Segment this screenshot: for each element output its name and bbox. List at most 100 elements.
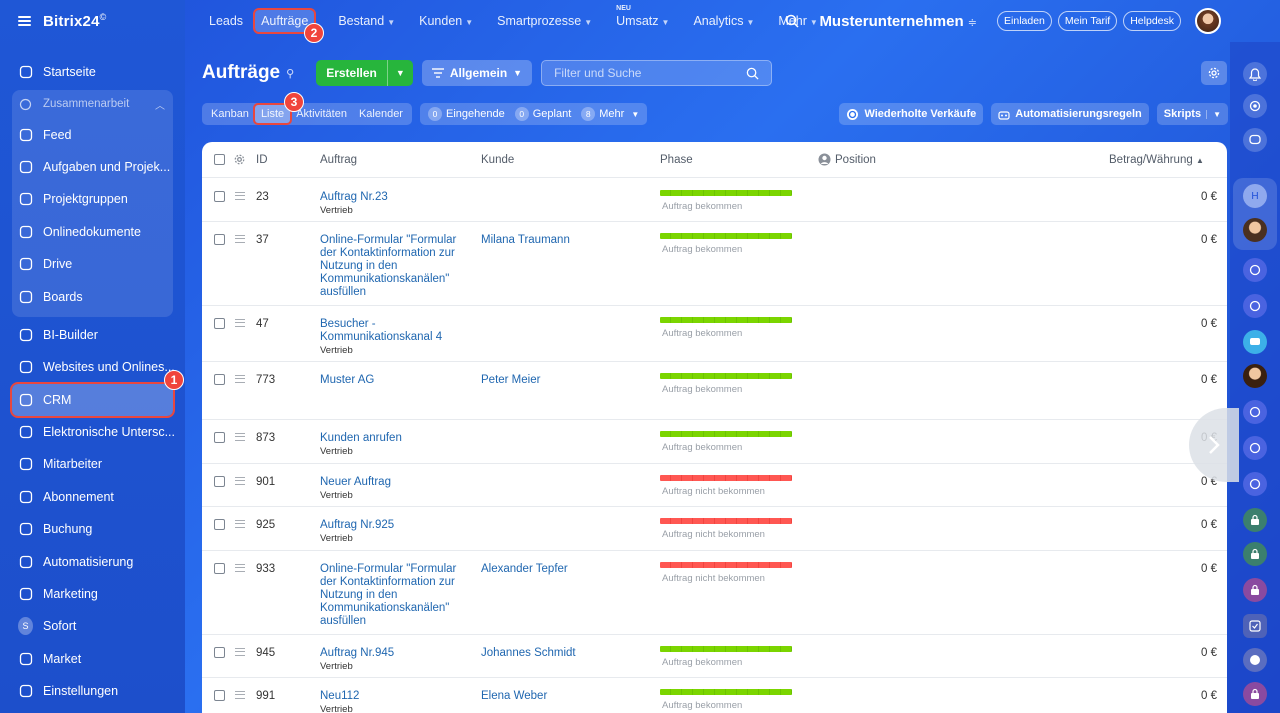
scripts-button[interactable]: Skripts ▼: [1156, 103, 1228, 125]
drag-handle-icon[interactable]: [235, 564, 245, 572]
create-button[interactable]: Erstellen ▼: [316, 60, 413, 86]
deal-link[interactable]: Online-Formular "Formular der Kontaktinfo…: [320, 234, 456, 299]
top-nav-smartprozesse[interactable]: Smartprozesse ▼: [497, 14, 592, 28]
phase-cell[interactable]: Auftrag nicht bekommen: [660, 518, 792, 540]
sidebar-item-abonnement[interactable]: Abonnement: [0, 481, 185, 513]
search-icon[interactable]: [785, 14, 799, 28]
phase-progress-bar[interactable]: [660, 233, 792, 239]
sidebar-item-aufgaben-und-projek[interactable]: Aufgaben und Projek...: [12, 151, 173, 183]
row-checkbox[interactable]: [214, 191, 225, 202]
contact-avatar[interactable]: [1243, 364, 1267, 388]
top-nav-mehr[interactable]: Mehr ▼: [778, 14, 817, 28]
message-icon[interactable]: [1243, 330, 1267, 354]
deal-link[interactable]: Neuer Auftrag: [320, 476, 391, 489]
drag-handle-icon[interactable]: [235, 375, 245, 383]
lock-icon[interactable]: [1243, 508, 1267, 532]
row-checkbox[interactable]: [214, 374, 225, 385]
phase-cell[interactable]: Auftrag nicht bekommen: [660, 475, 792, 497]
phase-cell[interactable]: Auftrag bekommen: [660, 317, 792, 339]
sidebar-item-drive[interactable]: Drive: [12, 248, 173, 280]
drag-handle-icon[interactable]: [235, 691, 245, 699]
row-checkbox[interactable]: [214, 690, 225, 701]
drag-handle-icon[interactable]: [235, 235, 245, 243]
phase-progress-bar[interactable]: [660, 518, 792, 524]
column-phase[interactable]: Phase: [660, 153, 693, 166]
drag-handle-icon[interactable]: [235, 477, 245, 485]
client-link[interactable]: Alexander Tepfer: [481, 563, 568, 575]
top-nav-aufträge[interactable]: Aufträge: [253, 8, 317, 34]
phase-progress-bar[interactable]: [660, 646, 792, 652]
row-checkbox[interactable]: [214, 432, 225, 443]
openline-icon[interactable]: [1243, 436, 1267, 460]
column-client[interactable]: Kunde: [481, 153, 515, 166]
table-row[interactable]: 47 Besucher - Kommunikationskanal 4 Vertrie…: [202, 306, 1227, 362]
sidebar-item-onlinedokumente[interactable]: Onlinedokumente: [12, 216, 173, 248]
openline-icon[interactable]: [1243, 400, 1267, 424]
tab-kalender[interactable]: Kalender: [358, 108, 403, 120]
sidebar-item-elektronische-untersc[interactable]: Elektronische Untersc...: [0, 416, 185, 448]
deal-link[interactable]: Muster AG: [320, 374, 374, 387]
top-nav-bestand[interactable]: Bestand ▼: [338, 14, 395, 28]
contact-h-avatar[interactable]: H: [1243, 184, 1267, 208]
column-amount[interactable]: Betrag/Währung ▲: [1109, 153, 1204, 166]
phase-progress-bar[interactable]: [660, 373, 792, 379]
openline-icon[interactable]: [1243, 258, 1267, 282]
lock-icon[interactable]: [1243, 542, 1267, 566]
table-row[interactable]: 991 Neu112 Vertrieb Elena Weber Auftrag beko…: [202, 678, 1227, 713]
top-nav-analytics[interactable]: Analytics ▼: [693, 14, 754, 28]
drag-handle-icon[interactable]: [235, 520, 245, 528]
counter-mehr[interactable]: 8 Mehr ▼: [581, 107, 639, 121]
sidebar-item-automatisierung[interactable]: Automatisierung: [0, 545, 185, 577]
sidebar-item-feed[interactable]: Feed: [12, 118, 173, 150]
drag-handle-icon[interactable]: [235, 648, 245, 656]
row-checkbox[interactable]: [214, 318, 225, 329]
table-row[interactable]: 37 Online-Formular "Formular der Kontaktin…: [202, 222, 1227, 306]
tab-kanban[interactable]: Kanban: [211, 108, 249, 120]
sidebar-item-bi-builder[interactable]: BI-Builder: [0, 319, 185, 351]
sidebar-item-buchung[interactable]: Buchung: [0, 513, 185, 545]
row-checkbox[interactable]: [214, 519, 225, 530]
phase-cell[interactable]: Auftrag nicht bekommen: [660, 562, 792, 584]
counter-eingehende[interactable]: 0 Eingehende: [427, 107, 505, 121]
phase-progress-bar[interactable]: [660, 431, 792, 437]
sidebar-item-crm[interactable]: CRM: [10, 381, 175, 418]
deal-link[interactable]: Auftrag Nr.925: [320, 519, 394, 532]
helpdesk-button[interactable]: Helpdesk: [1123, 11, 1181, 31]
deal-link[interactable]: Besucher - Kommunikationskanal 4: [320, 318, 442, 344]
table-row[interactable]: 925 Auftrag Nr.925 Vertrieb Auftrag nicht b…: [202, 507, 1227, 551]
sidebar-item-marketing[interactable]: Marketing: [0, 578, 185, 610]
bot-icon[interactable]: [1243, 648, 1267, 672]
phase-cell[interactable]: Auftrag bekommen: [660, 646, 792, 668]
repeat-sales-button[interactable]: Wiederholte Verkäufe: [839, 103, 984, 125]
tab-aktivitäten[interactable]: Aktivitäten: [296, 108, 347, 120]
deal-link[interactable]: Kunden anrufen: [320, 432, 402, 445]
phase-cell[interactable]: Auftrag bekommen: [660, 373, 792, 395]
sidebar-item-market[interactable]: Market: [0, 643, 185, 675]
phase-progress-bar[interactable]: [660, 475, 792, 481]
phase-progress-bar[interactable]: [660, 190, 792, 196]
column-id[interactable]: ID: [256, 153, 268, 166]
sidebar-group-header[interactable]: Zusammenarbeit ︿: [12, 90, 173, 118]
select-all-checkbox[interactable]: [214, 154, 225, 165]
client-link[interactable]: Elena Weber: [481, 690, 548, 702]
table-row[interactable]: 873 Kunden anrufen Vertrieb Auftrag bekomme…: [202, 420, 1227, 464]
top-nav-kunden[interactable]: Kunden ▼: [419, 14, 473, 28]
table-row[interactable]: 23 Auftrag Nr.23 Vertrieb Auftrag bekommen 0…: [202, 179, 1227, 222]
lock-icon[interactable]: [1243, 682, 1267, 706]
phase-cell[interactable]: Auftrag bekommen: [660, 233, 792, 255]
automation-rules-button[interactable]: Automatisierungsregeln: [991, 103, 1149, 125]
copilot-icon[interactable]: [1243, 94, 1267, 118]
task-check-icon[interactable]: [1243, 614, 1267, 638]
phase-progress-bar[interactable]: [660, 562, 792, 568]
openline-icon[interactable]: [1243, 294, 1267, 318]
counter-geplant[interactable]: 0 Geplant: [514, 107, 571, 121]
client-link[interactable]: Johannes Schmidt: [481, 647, 576, 659]
openline-icon[interactable]: [1243, 472, 1267, 496]
table-row[interactable]: 901 Neuer Auftrag Vertrieb Auftrag nicht be…: [202, 464, 1227, 507]
phase-progress-bar[interactable]: [660, 317, 792, 323]
table-row[interactable]: 945 Auftrag Nr.945 Vertrieb Johannes Schmid…: [202, 635, 1227, 678]
row-checkbox[interactable]: [214, 647, 225, 658]
table-row[interactable]: 933 Online-Formular "Formular der Kontakti…: [202, 551, 1227, 635]
pin-icon[interactable]: ⚲: [286, 67, 295, 80]
table-row[interactable]: 773 Muster AG Peter Meier Auftrag bekommen 0…: [202, 362, 1227, 420]
